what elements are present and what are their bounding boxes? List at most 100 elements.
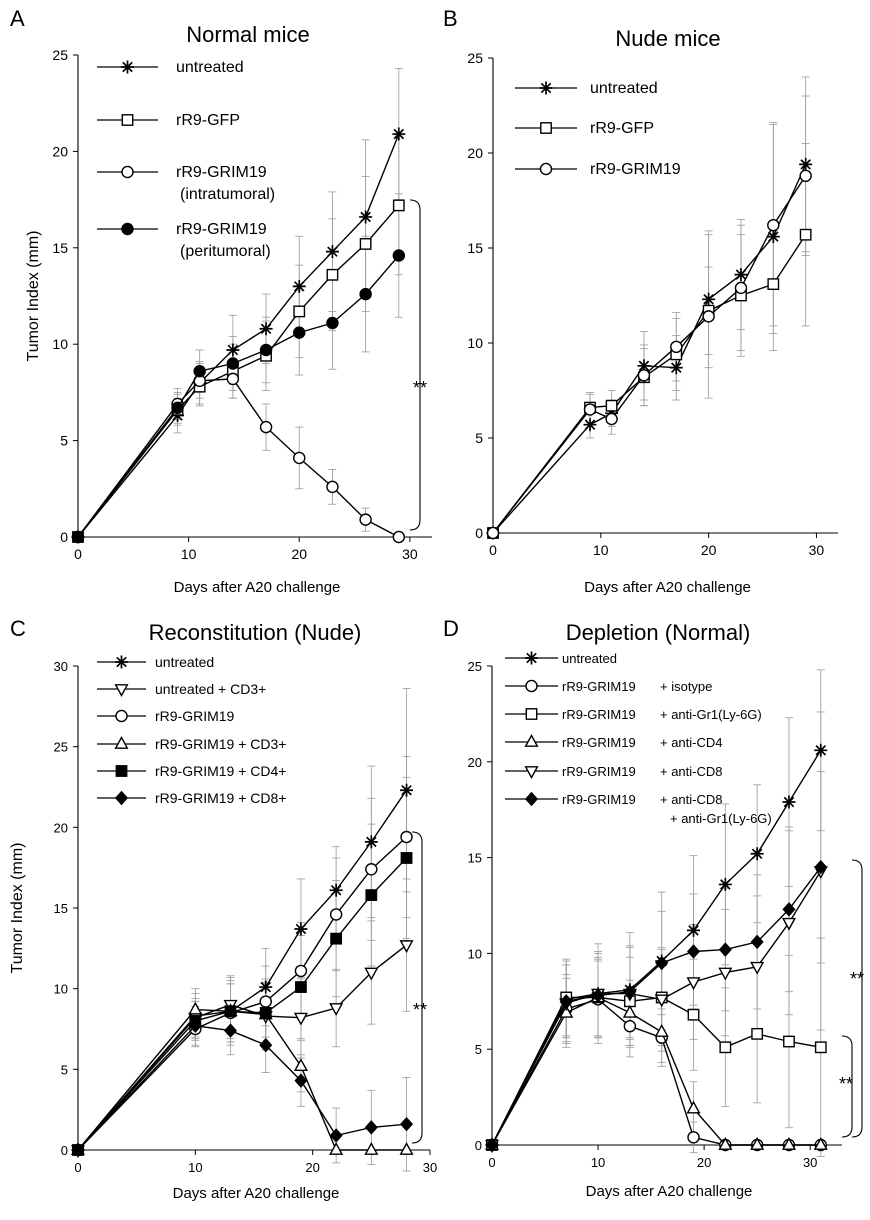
chart-title: Nude mice: [615, 26, 720, 51]
x-tick-label: 10: [593, 542, 609, 558]
series-2: [487, 228, 812, 539]
x-tick-label: 0: [489, 542, 497, 558]
legend-label: rR9-GRIM19: [176, 221, 267, 238]
data-point: [392, 530, 406, 544]
data-point: [293, 326, 306, 339]
series-4: [71, 249, 406, 544]
legend-marker: [121, 114, 134, 126]
y-tick-label: 5: [60, 433, 68, 449]
significance-bracket: **: [839, 1035, 853, 1138]
legend: untreated rR9-GFP rR9-GRIM19: [515, 80, 681, 178]
series-line: [491, 870, 822, 1146]
data-point: [325, 245, 339, 259]
data-point: [365, 863, 378, 876]
y-tick-label: 20: [52, 143, 68, 159]
legend-label: untreated: [590, 80, 658, 97]
significance-label: **: [850, 969, 864, 989]
data-point: [718, 1137, 733, 1150]
legend: untreated untreated + CD3+ rR9-GRIM19 rR9-G…: [97, 654, 286, 806]
series-3: [71, 830, 413, 1157]
data-point: [359, 513, 372, 526]
series-line: [491, 866, 822, 1146]
x-tick-label: 30: [803, 1155, 817, 1170]
data-point: [359, 287, 372, 301]
y-tick-label: 5: [61, 1062, 68, 1077]
legend-marker: [115, 655, 128, 669]
legend-treatment: + anti-Gr1(Ly-6G): [660, 707, 762, 722]
legend-label: rR9-GRIM19 + CD8+: [155, 790, 286, 806]
data-point: [623, 1019, 637, 1033]
legend-marker: [525, 708, 538, 720]
data-point: [718, 877, 732, 891]
data-point: [359, 238, 372, 250]
series-6: [485, 859, 828, 1153]
series-3: [486, 169, 812, 540]
legend-marker: [114, 684, 129, 697]
data-point: [766, 230, 780, 244]
series-2: [70, 940, 414, 1158]
data-point: [226, 372, 240, 386]
data-point: [259, 322, 273, 336]
data-point: [294, 964, 308, 978]
data-point: [814, 1041, 827, 1054]
data-point: [751, 1027, 764, 1040]
x-tick-label: 20: [305, 1160, 319, 1175]
data-point: [623, 984, 637, 999]
y-tick-label: 0: [61, 1143, 68, 1158]
x-tick-label: 30: [423, 1160, 437, 1175]
significance-bracket: **: [411, 831, 427, 1144]
data-point: [224, 1005, 237, 1018]
series-3: [71, 372, 406, 544]
legend-label: rR9-GRIM19: [562, 679, 636, 694]
legend-label: rR9-GRIM19: [155, 708, 235, 724]
data-point: [750, 934, 764, 950]
significance-label: **: [413, 378, 427, 398]
data-point: [292, 279, 306, 293]
bracket-line: [411, 831, 423, 1144]
data-point: [670, 340, 683, 354]
x-tick-label: 30: [402, 546, 418, 562]
legend-label: rR9-GRIM19: [176, 164, 267, 181]
data-point: [637, 369, 651, 382]
significance-bracket: **: [850, 859, 864, 1138]
y-tick-label: 25: [467, 50, 483, 66]
data-point: [326, 480, 339, 494]
legend-label: untreated: [562, 651, 617, 666]
x-tick-label: 10: [591, 1155, 605, 1170]
legend-marker: [114, 790, 129, 806]
bracket-line: [409, 199, 421, 531]
data-point: [605, 412, 618, 426]
panel-letter: A: [10, 6, 25, 31]
data-point: [326, 268, 339, 281]
data-point: [359, 210, 373, 224]
data-point: [799, 228, 812, 241]
series-line: [491, 996, 821, 1146]
y-tick-label: 10: [54, 982, 68, 997]
series-4: [484, 989, 828, 1150]
data-point: [750, 847, 764, 861]
x-tick-label: 0: [74, 546, 82, 562]
data-point: [718, 967, 733, 981]
series-line: [491, 998, 821, 1146]
legend-marker: [539, 81, 553, 95]
data-point: [259, 980, 273, 994]
data-point: [293, 305, 306, 318]
legend-marker: [121, 60, 134, 74]
series-1: [486, 157, 813, 540]
data-point: [782, 795, 796, 809]
data-point: [750, 1137, 765, 1150]
y-tick-label: 20: [468, 755, 482, 770]
data-point: [226, 343, 240, 357]
data-point: [259, 995, 272, 1008]
data-point: [329, 883, 343, 897]
data-point: [400, 783, 414, 797]
data-point: [686, 977, 701, 991]
chart-title: Depletion (Normal): [566, 620, 751, 645]
x-tick-label: 10: [188, 1160, 202, 1175]
series-line: [77, 255, 400, 538]
chart-title: Reconstitution (Nude): [149, 620, 362, 645]
legend-marker: [114, 736, 129, 749]
legend-note: (intratumoral): [180, 186, 275, 203]
data-point: [559, 994, 573, 1009]
